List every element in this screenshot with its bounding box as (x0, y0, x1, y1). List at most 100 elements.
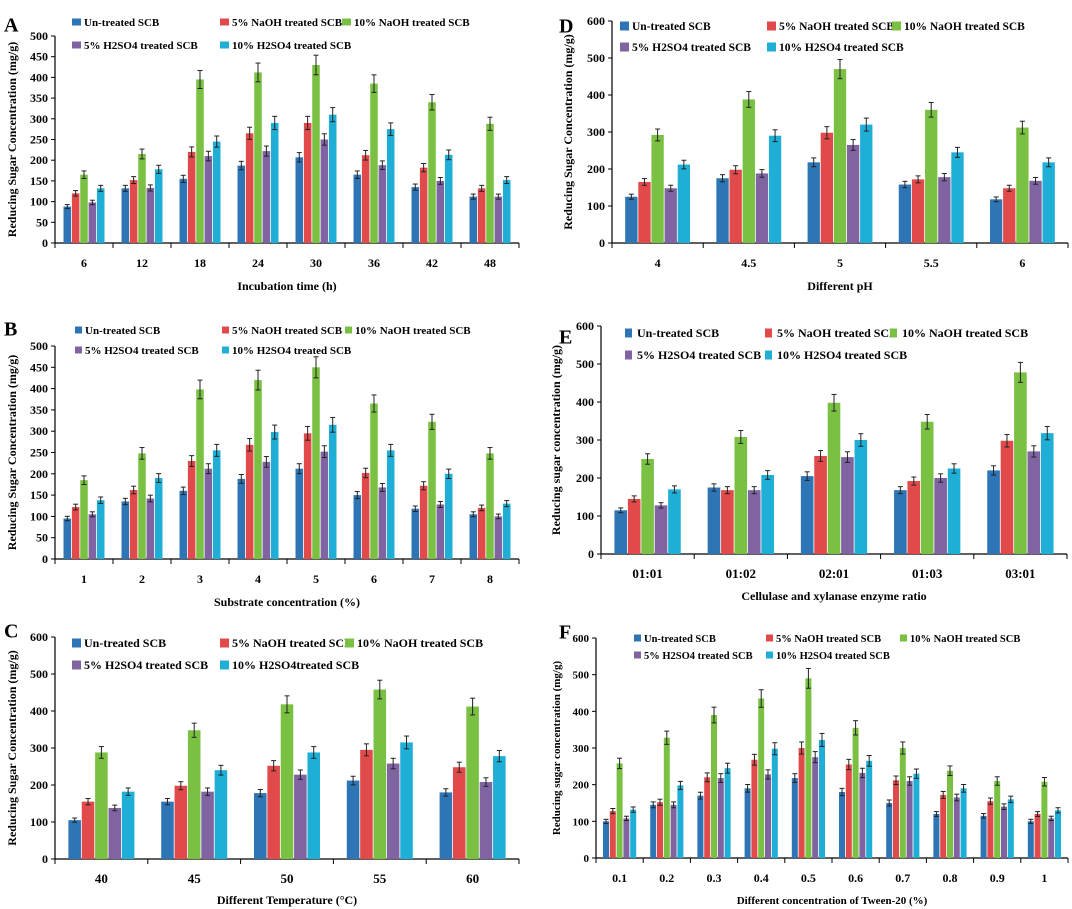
bar (146, 498, 155, 559)
bar (253, 793, 267, 859)
legend-label: 5% H2SO4 treated SCB (637, 348, 761, 362)
bar (294, 774, 307, 859)
bar (938, 177, 951, 243)
y-tick-label: 600 (30, 630, 48, 644)
legend-swatch (892, 21, 901, 31)
bar (411, 187, 420, 243)
y-tick-label: 500 (576, 357, 594, 371)
y-tick-label: 400 (30, 382, 48, 396)
bar (187, 730, 201, 859)
legend-swatch (342, 18, 351, 26)
bar (911, 179, 925, 243)
y-tick-label: 400 (30, 70, 48, 84)
legend-label: 10% H2SO4treated SCB (232, 658, 359, 672)
y-tick-label: 450 (30, 50, 48, 64)
y-tick-label: 400 (573, 706, 590, 718)
bar (625, 196, 638, 243)
bar (267, 765, 280, 859)
y-tick-label: 600 (573, 633, 590, 645)
x-tick-label: 55 (373, 871, 387, 886)
bar (1048, 818, 1055, 858)
bar (717, 778, 724, 858)
bar (270, 122, 279, 243)
bar (668, 489, 681, 554)
bar (798, 748, 805, 858)
bar (360, 749, 373, 859)
legend-label: 5% NaOH treated SCB (232, 325, 343, 337)
legend-label: 10% H2SO4 treated SCB (232, 345, 352, 357)
panel-letter: C (4, 621, 18, 643)
bar (839, 792, 846, 858)
bar (987, 470, 1000, 554)
bar (886, 803, 893, 858)
bar (129, 489, 138, 559)
legend-label: 10% NaOH treated SCB (357, 636, 483, 650)
legend-swatch (890, 328, 897, 338)
y-tick-label: 150 (30, 488, 48, 502)
y-tick-label: 0 (588, 547, 594, 561)
bar (1041, 781, 1048, 858)
bar (764, 774, 771, 858)
bar (664, 188, 677, 243)
legend-swatch (220, 638, 229, 648)
bar (245, 133, 254, 243)
bar (1007, 799, 1014, 858)
legend-swatch (765, 328, 772, 338)
bar (494, 516, 503, 559)
bar (734, 436, 748, 554)
bar (95, 752, 108, 859)
bar (370, 83, 378, 243)
bar (846, 144, 860, 243)
bar (630, 809, 637, 858)
legend-swatch (220, 660, 229, 670)
x-tick-label: 1 (81, 572, 87, 586)
legend-label: 5% H2SO4 treated SCB (84, 658, 208, 672)
bar (428, 102, 436, 244)
y-tick-label: 50 (36, 531, 48, 545)
bar (303, 122, 312, 243)
bar (814, 455, 827, 554)
bar (812, 757, 819, 858)
y-tick-label: 0 (42, 852, 48, 866)
bar (791, 778, 798, 858)
y-tick-label: 200 (587, 162, 605, 176)
bar (989, 199, 1003, 243)
bar (108, 807, 122, 859)
panel-letter: F (559, 622, 571, 644)
panel-d-chart: D 0 100 200 300 400 500 600 4 4.5 5 5.5 6 Different p… (559, 14, 1069, 293)
bar (179, 490, 188, 559)
bar (898, 184, 912, 243)
legend-swatch (767, 42, 776, 52)
legend-swatch (345, 638, 354, 648)
x-tick-label: 48 (484, 256, 496, 270)
bar (1040, 433, 1054, 554)
legend-swatch (345, 326, 352, 334)
bar (1034, 814, 1041, 858)
x-axis-title: Substrate concentration (%) (214, 595, 360, 609)
bar (312, 367, 320, 559)
x-tick-label: 0.1 (612, 871, 627, 885)
bar (81, 801, 95, 859)
y-tick-label: 300 (573, 743, 590, 755)
bar (428, 421, 436, 559)
y-tick-label: 250 (30, 133, 48, 147)
bar (845, 764, 852, 858)
legend-swatch (625, 350, 632, 360)
bar (761, 474, 774, 554)
x-tick-label: 0.9 (990, 871, 1005, 885)
bar (204, 468, 213, 559)
x-tick-label: 0.4 (754, 871, 769, 885)
bar (373, 689, 387, 859)
bar (860, 124, 873, 243)
bar (744, 788, 751, 858)
bar (254, 380, 262, 559)
legend-label: 5% H2SO4 treated SCB (84, 40, 198, 52)
y-tick-label: 450 (30, 360, 48, 374)
bar (307, 752, 321, 859)
x-tick-label: 0.7 (895, 871, 910, 885)
bar (477, 188, 486, 243)
bar (63, 518, 72, 559)
y-tick-label: 300 (30, 741, 48, 755)
panel-e-chart: E 0 100 200 300 400 500 600 01:01 01:02 02:01 01:03… (549, 319, 1068, 603)
